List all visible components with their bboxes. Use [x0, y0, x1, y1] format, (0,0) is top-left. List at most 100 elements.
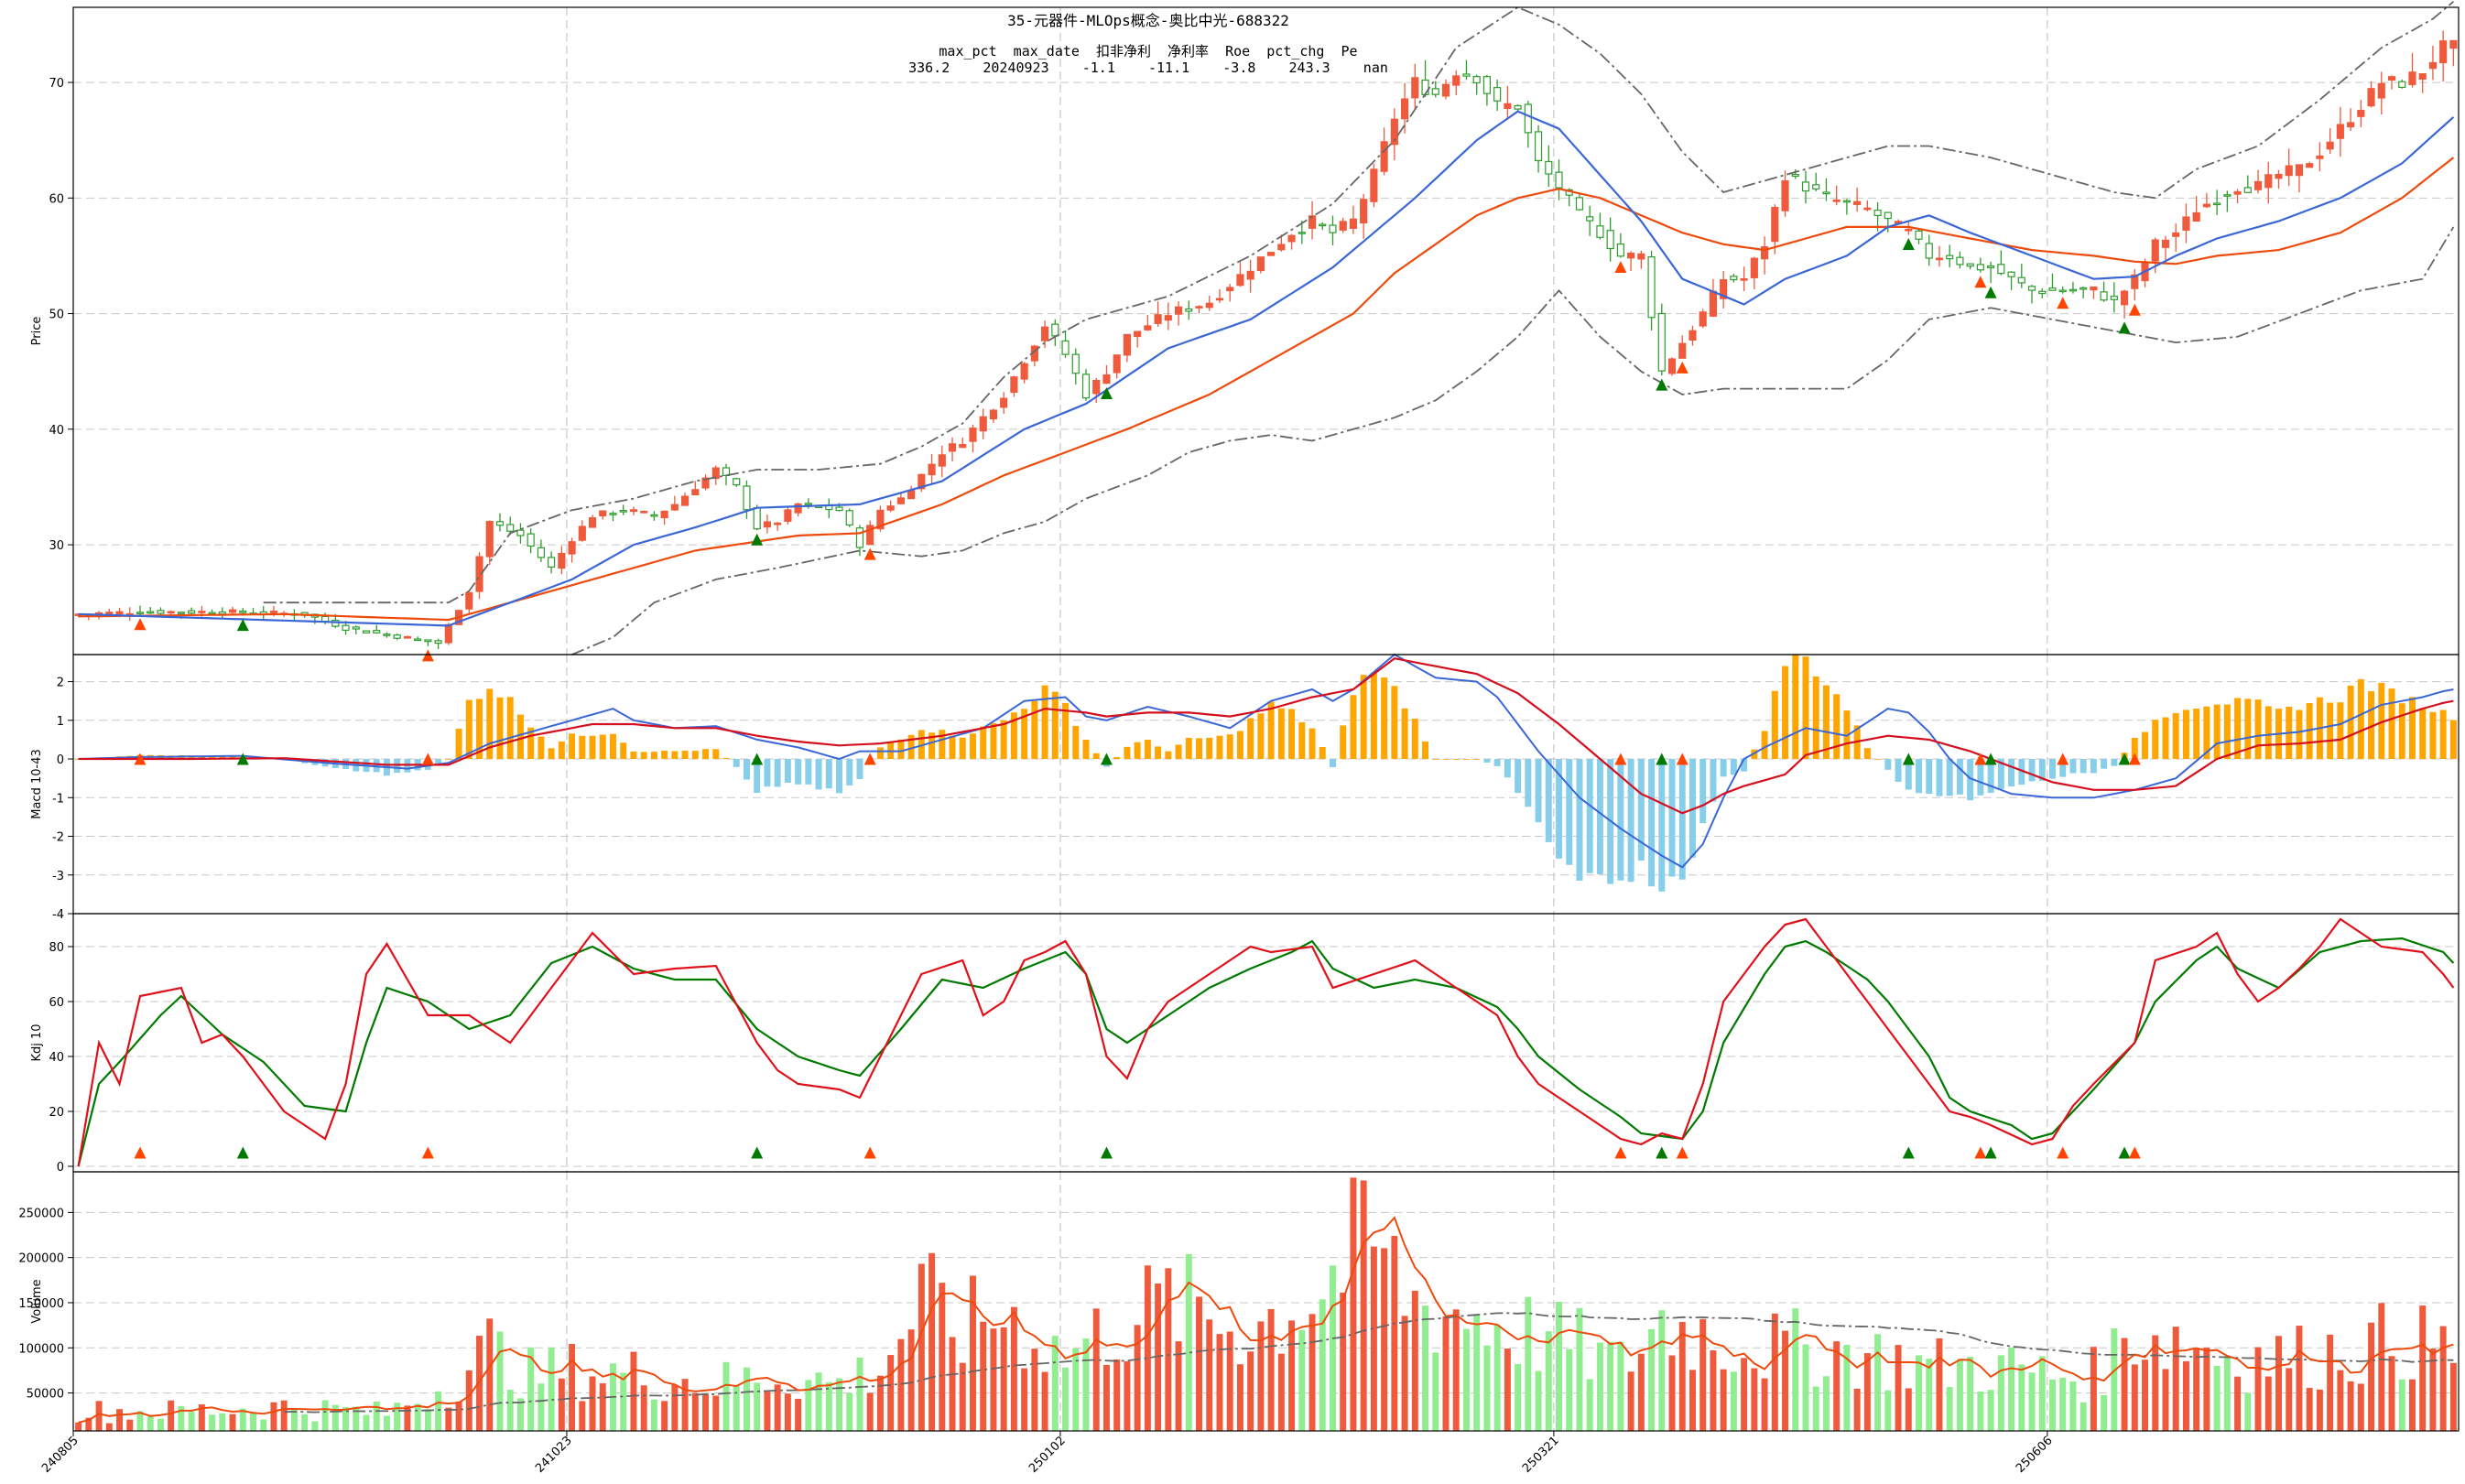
- volume-bar: [455, 1402, 462, 1431]
- candle: [1298, 232, 1306, 234]
- macd-histogram-bar: [1576, 759, 1583, 881]
- volume-bar: [1350, 1177, 1357, 1431]
- macd-histogram-bar: [1637, 759, 1645, 861]
- volume-bar: [95, 1401, 103, 1431]
- candle: [1010, 376, 1018, 394]
- candle: [558, 552, 566, 569]
- candle: [1411, 77, 1419, 99]
- candle: [2418, 73, 2427, 80]
- candle: [1555, 171, 1563, 189]
- candle: [1997, 264, 2005, 275]
- volume-bar: [1031, 1349, 1038, 1431]
- candle: [2316, 155, 2324, 159]
- macd-histogram-bar: [2223, 704, 2231, 760]
- candle: [2367, 88, 2375, 107]
- volume-bar: [1370, 1246, 1377, 1431]
- candle: [1524, 103, 1532, 134]
- volume-bar: [887, 1355, 895, 1431]
- macd-histogram-bar: [2244, 699, 2252, 760]
- candle: [2151, 239, 2159, 262]
- candle: [1308, 215, 1317, 229]
- macd-histogram-bar: [2090, 759, 2097, 774]
- volume-bar: [1165, 1268, 1172, 1431]
- macd-histogram-bar: [506, 697, 514, 760]
- macd-histogram-bar: [496, 697, 504, 760]
- candle: [2120, 290, 2129, 306]
- candle: [1956, 256, 1964, 265]
- macd-histogram-bar: [2172, 712, 2179, 760]
- kdj-signal-marker: [1974, 1146, 1987, 1159]
- macd-histogram-bar: [1946, 759, 1953, 796]
- y-tick-label: -1: [52, 792, 64, 806]
- macd-histogram-bar: [876, 747, 884, 760]
- volume-bar: [2101, 1394, 2108, 1431]
- candle: [1071, 353, 1080, 374]
- volume-bar: [805, 1380, 812, 1431]
- macd-histogram-bar: [1236, 731, 1243, 760]
- y-tick-label: 1: [57, 715, 64, 729]
- macd-histogram-bar: [2264, 706, 2272, 760]
- volume-bar: [1648, 1328, 1656, 1431]
- chart-title: 35-元器件-MLOps概念-奥比中光-688322: [1007, 12, 1289, 29]
- candle: [198, 611, 206, 613]
- volume-bar: [229, 1414, 236, 1431]
- volume-bar: [2182, 1360, 2189, 1431]
- candle: [2264, 174, 2273, 189]
- candle: [2357, 110, 2365, 117]
- candle: [2048, 287, 2057, 291]
- volume-bar: [1741, 1358, 1748, 1431]
- volume-ma-long-line: [284, 1312, 2454, 1414]
- volume-bar: [1853, 1388, 1861, 1431]
- candle: [1946, 255, 1954, 260]
- macd-histogram-bar: [2182, 710, 2189, 760]
- candle: [1667, 358, 1677, 374]
- volume-bar: [105, 1423, 113, 1431]
- candle: [1678, 342, 1687, 359]
- candle: [383, 634, 391, 636]
- candle: [465, 591, 473, 610]
- volume-bar: [1401, 1316, 1408, 1431]
- candle: [989, 409, 998, 420]
- macd-histogram-bar: [702, 749, 710, 760]
- price-signal-marker: [421, 649, 434, 662]
- volume-bar: [1771, 1313, 1778, 1431]
- candle: [743, 485, 751, 511]
- candle: [1452, 75, 1461, 86]
- volume-bar: [836, 1378, 843, 1431]
- price-signal-marker: [2128, 303, 2141, 316]
- macd-histogram-bar: [1556, 759, 1562, 859]
- volume-bar: [1236, 1364, 1243, 1431]
- candle: [1195, 306, 1203, 309]
- candle: [1545, 160, 1553, 175]
- candle: [1905, 228, 1913, 232]
- volume-bar: [1926, 1359, 1933, 1431]
- volume-bar: [476, 1336, 483, 1431]
- volume-bar: [2121, 1338, 2128, 1431]
- candle: [537, 547, 545, 558]
- volume-bar: [2059, 1377, 2067, 1431]
- macd-histogram-bar: [990, 722, 997, 760]
- macd-histogram-bar: [2028, 759, 2036, 782]
- macd-histogram-bar: [1905, 759, 1912, 790]
- volume-bar: [219, 1413, 226, 1431]
- volume-bar: [754, 1382, 761, 1431]
- volume-bar: [990, 1328, 997, 1431]
- candle: [938, 454, 946, 467]
- macd-histogram-bar: [795, 759, 802, 785]
- candle: [1462, 73, 1471, 77]
- macd-histogram-bar: [394, 759, 401, 774]
- candle: [959, 443, 967, 449]
- candle: [1657, 312, 1666, 372]
- candle: [527, 533, 535, 547]
- macd-histogram-bar: [1884, 759, 1892, 770]
- macd-signal-marker: [1984, 753, 1997, 765]
- macd-histogram-bar: [1504, 759, 1511, 778]
- macd-histogram-bar: [1298, 721, 1306, 760]
- volume-bar: [1257, 1321, 1265, 1431]
- candle: [1647, 256, 1656, 319]
- candle: [362, 630, 371, 634]
- candle: [619, 509, 627, 513]
- volume-bar: [2038, 1356, 2046, 1431]
- macd-histogram-bar: [2152, 720, 2159, 760]
- candle: [1966, 263, 1974, 267]
